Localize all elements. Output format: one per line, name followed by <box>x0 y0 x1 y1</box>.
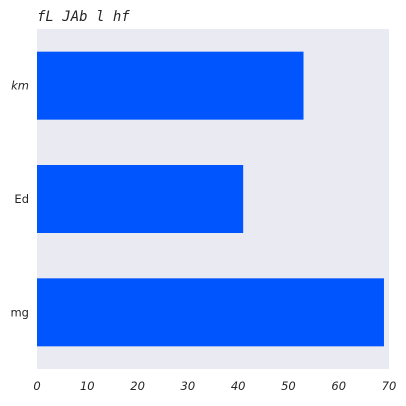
x-tick-label-50: 50 <box>281 379 296 393</box>
bars-group <box>37 51 384 347</box>
x-tick-label-10: 10 <box>80 379 95 393</box>
x-tick-label-30: 30 <box>181 379 196 393</box>
x-tick-labels: 0 10 20 30 40 50 60 70 <box>33 379 396 393</box>
x-tick-label-40: 40 <box>231 379 246 393</box>
x-tick-label-60: 60 <box>331 379 346 393</box>
chart-title: fL JAb l hf <box>37 9 130 25</box>
x-tick-label-70: 70 <box>382 379 397 393</box>
bar-Ed <box>37 165 244 233</box>
y-tick-labels: km Ed mg <box>10 79 29 320</box>
bar-km <box>37 51 304 120</box>
x-tick-label-0: 0 <box>33 379 40 393</box>
y-tick-label-Ed: Ed <box>14 192 29 206</box>
y-tick-label-mg: mg <box>10 305 29 319</box>
bar-mg <box>37 278 384 347</box>
x-tick-label-20: 20 <box>130 379 145 393</box>
y-tick-label-km: km <box>11 79 29 93</box>
